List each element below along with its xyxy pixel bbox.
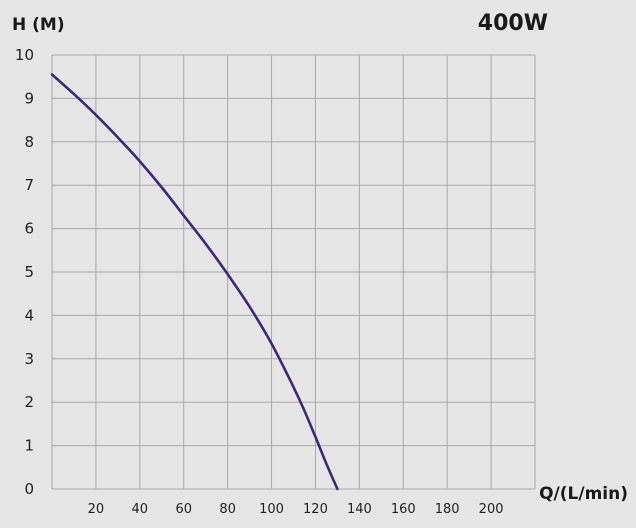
y-tick-labels: 0 1 2 3 4 5 6 7 8 9 10	[15, 46, 34, 498]
x-axis-label: Q/(L/min)	[539, 484, 628, 504]
y-axis-label: H (M)	[12, 15, 65, 35]
x-tick-label: 140	[347, 502, 372, 517]
y-tick-label: 8	[24, 133, 34, 151]
y-tick-label: 9	[24, 89, 34, 107]
y-tick-label: 1	[24, 437, 34, 455]
x-tick-label: 120	[303, 502, 328, 517]
curve-layer	[50, 73, 339, 491]
y-tick-label: 0	[24, 480, 34, 498]
y-tick-label: 6	[24, 220, 34, 238]
y-tick-label: 7	[24, 176, 34, 194]
x-tick-label: 160	[391, 502, 416, 517]
grid	[51, 54, 536, 490]
y-tick-label: 2	[24, 393, 34, 411]
x-tick-label: 20	[88, 502, 105, 517]
x-tick-label: 80	[219, 502, 236, 517]
x-tick-label: 200	[479, 502, 504, 517]
y-tick-label: 3	[24, 350, 34, 368]
y-tick-label: 10	[15, 46, 34, 64]
chart-title: 400W	[478, 11, 548, 36]
y-tick-label: 4	[24, 306, 34, 324]
x-tick-label: 100	[259, 502, 284, 517]
pump-curve-line	[50, 73, 339, 491]
y-tick-label: 5	[24, 263, 34, 281]
x-tick-label: 180	[435, 502, 460, 517]
x-tick-label: 40	[132, 502, 149, 517]
x-tick-labels: 20 40 60 80 100 120 140 160 180 200	[88, 502, 504, 517]
x-tick-label: 60	[175, 502, 192, 517]
